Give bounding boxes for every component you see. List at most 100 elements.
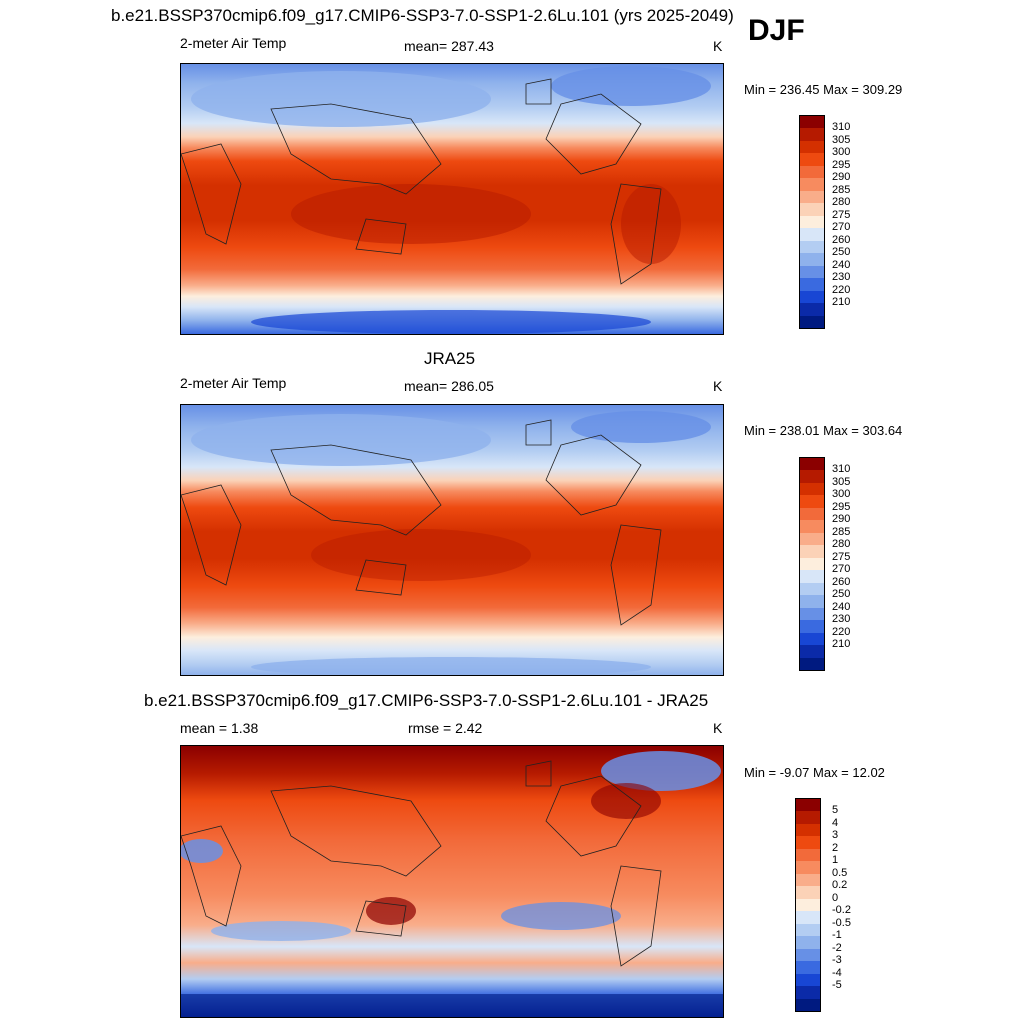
colorbar-segment [796, 923, 820, 937]
colorbar-segment [796, 861, 820, 874]
colorbar-tick-label: -2 [832, 941, 842, 954]
colorbar-tick-label: 285 [832, 525, 851, 538]
mean-label-model: mean= 287.43 [404, 38, 494, 54]
map-obs-field [181, 405, 723, 675]
minmax-obs: Min = 238.01 Max = 303.64 [744, 423, 903, 438]
colorbar-tick-label: 3 [832, 829, 839, 842]
colorbar-tick-label: 305 [832, 475, 851, 488]
colorbar-tick-label: 310 [832, 463, 851, 476]
colorbar-tick-label: -3 [832, 954, 842, 967]
colorbar-segment [796, 973, 820, 987]
colorbar-segment [800, 265, 824, 279]
colorbar-segment [796, 948, 820, 962]
colorbar-segment [800, 240, 824, 254]
unit-label-model: K [713, 38, 723, 54]
colorbar-diff [795, 798, 821, 1012]
colorbar-tick-label: 290 [832, 171, 851, 184]
colorbar-segment [800, 253, 824, 266]
colorbar-tick-label: 0 [832, 891, 839, 904]
unit-label-diff: K [713, 720, 723, 736]
colorbar-segment [800, 557, 824, 571]
map-obs [180, 404, 724, 676]
colorbar-tick-label: 275 [832, 550, 851, 563]
colorbar-obs [799, 457, 825, 671]
colorbar-segment [800, 290, 824, 304]
colorbar-tick-label: 295 [832, 500, 851, 513]
colorbar-segment [800, 507, 824, 521]
colorbar-tick-label: 300 [832, 146, 851, 159]
colorbar-tick-label: 210 [832, 296, 851, 309]
colorbar-segment [800, 495, 824, 508]
colorbar-segment [796, 998, 820, 1011]
colorbar-tick-label: 5 [832, 804, 839, 817]
colorbar-tick-label: 220 [832, 283, 851, 296]
colorbar-tick-label: 270 [832, 563, 851, 576]
colorbar-segment [796, 873, 820, 887]
colorbar-segment [800, 520, 824, 533]
colorbar-segment [796, 823, 820, 837]
colorbar-tick-label: 305 [832, 133, 851, 146]
colorbar-segment [800, 190, 824, 204]
colorbar-tick-label: 310 [832, 121, 851, 134]
colorbar-tick-label: 1 [832, 854, 839, 867]
colorbar-segment [800, 203, 824, 216]
colorbar-segment [800, 303, 824, 316]
colorbar-segment [800, 607, 824, 621]
colorbar-segment [800, 116, 824, 129]
colorbar-tick-label: 280 [832, 538, 851, 551]
colorbar-segment [796, 911, 820, 924]
minmax-model: Min = 236.45 Max = 309.29 [744, 82, 903, 97]
colorbar-segment [796, 898, 820, 912]
colorbar-segment [800, 315, 824, 328]
colorbar-segment [800, 165, 824, 179]
colorbar-segment [800, 632, 824, 646]
colorbar-tick-label: 0.5 [832, 866, 848, 879]
colorbar-segment [800, 140, 824, 154]
colorbar-tick-label: 250 [832, 246, 851, 259]
colorbar-segment [800, 128, 824, 141]
colorbar-tick-label: 300 [832, 488, 851, 501]
variable-label-obs: 2-meter Air Temp [180, 375, 287, 391]
colorbar-segment [796, 836, 820, 849]
colorbar-segment [800, 470, 824, 483]
colorbar-segment [800, 178, 824, 191]
variable-label-model: 2-meter Air Temp [180, 35, 287, 51]
map-model-field [181, 64, 723, 334]
colorbar-tick-label: 240 [832, 258, 851, 271]
panel-title-diff: b.e21.BSSP370cmip6.f09_g17.CMIP6-SSP3-7.… [144, 691, 709, 710]
colorbar-tick-label: 295 [832, 158, 851, 171]
colorbar-segment [796, 848, 820, 862]
colorbar-tick-label: 260 [832, 233, 851, 246]
colorbar-segment [796, 799, 820, 812]
colorbar-tick-label: 260 [832, 575, 851, 588]
minmax-diff: Min = -9.07 Max = 12.02 [744, 765, 885, 780]
colorbar-model [799, 115, 825, 329]
colorbar-segment [800, 153, 824, 166]
colorbar-segment [796, 811, 820, 824]
colorbar-segment [800, 570, 824, 583]
colorbar-tick-label: 240 [832, 600, 851, 613]
unit-label-obs: K [713, 378, 723, 394]
map-model [180, 63, 724, 335]
colorbar-segment [800, 532, 824, 546]
colorbar-segment [796, 986, 820, 999]
colorbar-segment [800, 215, 824, 229]
colorbar-segment [800, 458, 824, 471]
colorbar-segment [796, 961, 820, 974]
colorbar-segment [800, 645, 824, 658]
colorbar-tick-label: 210 [832, 638, 851, 651]
colorbar-segment [800, 582, 824, 596]
colorbar-tick-label: 0.2 [832, 879, 848, 892]
colorbar-tick-label: 285 [832, 183, 851, 196]
colorbar-tick-label: 280 [832, 196, 851, 209]
colorbar-segment [800, 595, 824, 608]
colorbar-segment [800, 545, 824, 558]
colorbar-segment [796, 886, 820, 899]
map-diff-field [181, 746, 723, 1017]
panel-title-obs: JRA25 [424, 349, 476, 368]
colorbar-segment [800, 482, 824, 496]
colorbar-tick-label: 250 [832, 588, 851, 601]
colorbar-tick-label: 220 [832, 625, 851, 638]
colorbar-tick-label: -5 [832, 979, 842, 992]
colorbar-tick-label: 2 [832, 841, 839, 854]
